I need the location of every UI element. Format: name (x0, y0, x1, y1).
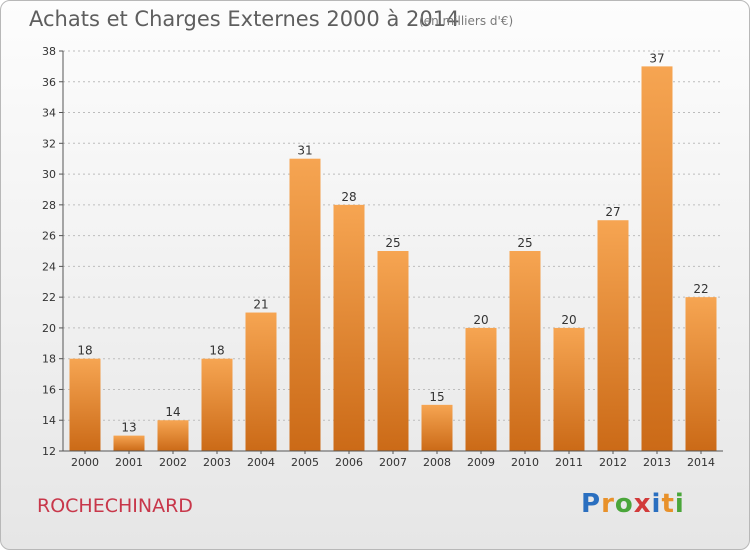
x-tick-label: 2005 (291, 456, 319, 469)
data-label: 15 (429, 390, 444, 404)
data-label: 31 (297, 144, 312, 158)
y-tick-label: 16 (42, 383, 56, 396)
bar-2001 (113, 435, 145, 451)
data-label: 14 (165, 405, 180, 419)
data-label: 21 (253, 298, 268, 312)
x-tick-label: 2009 (467, 456, 495, 469)
bar-2006 (333, 204, 365, 451)
data-label: 25 (385, 236, 400, 250)
data-label: 20 (561, 313, 576, 327)
axes: 12 14 16 18 20 22 24 26 28 30 32 34 36 38 2000 2001 2002… (42, 45, 723, 469)
bar-2014 (685, 297, 717, 451)
bar-2012 (597, 220, 629, 451)
bars: 18 13 14 18 21 31 28 25 15 20 25 20 27 37 22 (69, 51, 717, 451)
y-tick-label: 24 (42, 260, 56, 273)
y-tick-label: 30 (42, 168, 56, 181)
bar-2011 (553, 327, 585, 451)
bar-2013 (641, 66, 673, 451)
bar-2009 (465, 327, 497, 451)
y-tick-label: 38 (42, 45, 56, 58)
bar-2004 (245, 312, 277, 451)
bar-2003 (201, 358, 233, 451)
logo-letter: o (614, 489, 634, 519)
logo-letter: t (661, 489, 675, 519)
data-label: 20 (473, 313, 488, 327)
x-tick-label: 2011 (555, 456, 583, 469)
bar-2002 (157, 420, 189, 451)
logo-letter: P (581, 489, 602, 519)
x-tick-label: 2001 (115, 456, 143, 469)
y-tick-label: 20 (42, 322, 56, 335)
x-tick-label: 2004 (247, 456, 275, 469)
x-tick-label: 2003 (203, 456, 231, 469)
logo-letter: r (601, 489, 615, 519)
x-tick-label: 2002 (159, 456, 187, 469)
y-tick-label: 36 (42, 76, 56, 89)
x-tick-label: 2014 (687, 456, 715, 469)
x-tick-label: 2007 (379, 456, 407, 469)
data-label: 28 (341, 190, 356, 204)
bar-2008 (421, 404, 453, 451)
x-tick-label: 2000 (71, 456, 99, 469)
data-label: 27 (605, 205, 620, 219)
x-tick-label: 2008 (423, 456, 451, 469)
chart-title: Achats et Charges Externes 2000 à 2014 (29, 7, 460, 31)
bar-2007 (377, 251, 409, 451)
logo-letter: i (651, 489, 662, 519)
y-tick-label: 12 (42, 445, 56, 458)
y-tick-label: 18 (42, 353, 56, 366)
logo-letter: i (674, 489, 685, 519)
data-label: 25 (517, 236, 532, 250)
x-tick-label: 2006 (335, 456, 363, 469)
data-label: 22 (693, 282, 708, 296)
bar-2010 (509, 251, 541, 451)
logo-letter: x (633, 489, 652, 519)
y-tick-label: 26 (42, 230, 56, 243)
chart-subtitle: (en milliers d'€) (419, 14, 514, 28)
commune-name: ROCHECHINARD (37, 495, 193, 517)
data-label: 37 (649, 51, 664, 65)
data-label: 18 (209, 344, 224, 358)
proxiti-logo: Proxiti (581, 489, 685, 519)
data-label: 13 (121, 421, 136, 435)
y-tick-label: 22 (42, 291, 56, 304)
bar-2005 (289, 158, 321, 451)
data-label: 18 (77, 344, 92, 358)
y-tick-label: 34 (42, 107, 56, 120)
x-tick-label: 2013 (643, 456, 671, 469)
bar-2000 (69, 358, 101, 451)
x-tick-label: 2012 (599, 456, 627, 469)
y-tick-label: 32 (42, 137, 56, 150)
x-tick-label: 2010 (511, 456, 539, 469)
y-tick-label: 28 (42, 199, 56, 212)
y-tick-label: 14 (42, 414, 56, 427)
